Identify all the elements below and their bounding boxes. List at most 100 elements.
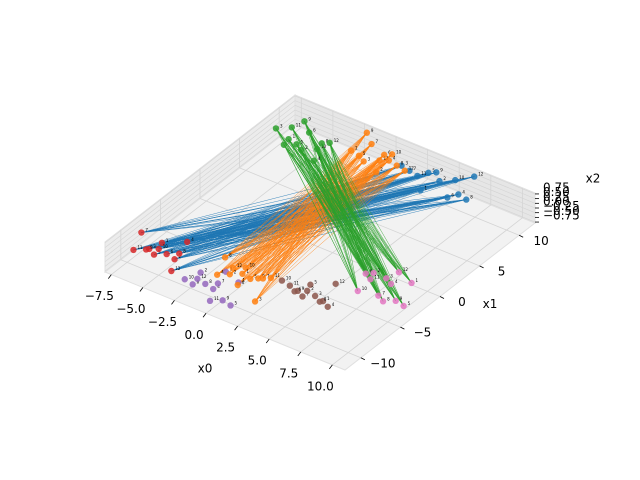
point-label: 9 — [150, 244, 153, 249]
point — [206, 297, 214, 305]
y-tick-label: −5 — [414, 326, 432, 340]
point-label: 2 — [305, 145, 308, 150]
point-label: 7 — [413, 166, 416, 171]
grid-line — [294, 123, 536, 223]
link-line — [316, 148, 359, 292]
point — [307, 281, 314, 288]
y-tick-label: 10 — [534, 234, 549, 248]
point-label: 11 — [296, 122, 302, 127]
labels: −7.5−5.0−2.5 0.0 2.5 5.0 7.5 10.0 −10 −5 0 5 10 −0.… — [85, 172, 601, 394]
grid-line — [104, 123, 296, 272]
link-line — [329, 142, 359, 292]
point-label: 1 — [355, 146, 358, 151]
link-line — [250, 132, 368, 280]
point — [433, 169, 440, 176]
tick-mark — [265, 338, 270, 344]
point — [213, 271, 221, 278]
point-label: 4 — [318, 156, 321, 161]
point — [313, 145, 321, 153]
point — [278, 277, 286, 284]
z-tick-label: 0.50 — [543, 185, 570, 199]
point — [194, 275, 201, 282]
point — [406, 167, 413, 174]
tick-mark — [360, 357, 366, 361]
point-label: 8 — [229, 252, 232, 257]
link-line — [258, 132, 368, 279]
point — [347, 147, 355, 154]
point — [229, 264, 237, 272]
point — [234, 281, 241, 289]
point — [142, 246, 150, 253]
point — [221, 254, 229, 261]
point-label: 10 — [163, 244, 169, 249]
y-tick-label: 5 — [498, 264, 506, 278]
link-line — [308, 132, 400, 273]
point — [452, 176, 459, 184]
link-line — [270, 161, 364, 279]
point-label: 7 — [145, 228, 148, 233]
point — [414, 172, 421, 180]
point-label: 11 — [137, 245, 143, 250]
grid-line — [294, 95, 536, 195]
point — [251, 298, 259, 305]
point — [395, 268, 403, 276]
point-label: 12 — [403, 267, 409, 272]
point-label: 8 — [209, 279, 212, 284]
grid-line — [104, 109, 296, 258]
point — [305, 129, 313, 136]
point — [168, 267, 175, 275]
x-axis-label: x0 — [198, 362, 213, 376]
point — [255, 275, 262, 282]
point — [181, 276, 188, 283]
grid-line — [199, 198, 441, 297]
point — [367, 276, 374, 283]
link-line — [216, 132, 368, 275]
point — [360, 158, 367, 165]
point-label: 2 — [311, 286, 314, 291]
point — [383, 275, 390, 282]
point — [293, 141, 300, 148]
point-label: 10 — [396, 149, 402, 154]
point-label: 3 — [280, 123, 283, 128]
tick-mark — [297, 351, 302, 357]
link-line — [296, 144, 359, 292]
link-line — [313, 160, 396, 301]
point — [370, 269, 377, 277]
point — [362, 270, 369, 277]
link-line — [270, 160, 390, 279]
point-label: 2 — [380, 167, 383, 172]
link-line — [291, 127, 412, 284]
point — [210, 285, 217, 293]
link-line — [304, 121, 400, 273]
link-line — [329, 142, 396, 301]
point-label: 1 — [424, 185, 427, 190]
link-line — [270, 154, 393, 279]
grid-line — [294, 114, 536, 213]
point-label: 2 — [378, 268, 381, 273]
x-tick-label: 2.5 — [216, 341, 235, 355]
link-line — [329, 142, 379, 296]
point-label: 9 — [227, 295, 230, 300]
point — [368, 140, 375, 148]
point-label: 11 — [374, 274, 380, 279]
link-line — [171, 194, 459, 272]
point — [316, 298, 324, 305]
x-tick-label: 5.0 — [248, 354, 267, 368]
link-line — [270, 170, 405, 279]
point — [455, 191, 462, 198]
point — [301, 118, 308, 125]
point — [288, 124, 295, 131]
point-label: 7 — [376, 139, 379, 144]
point — [285, 135, 292, 143]
point — [197, 269, 204, 276]
point — [202, 280, 209, 288]
link-line — [229, 132, 368, 275]
point — [401, 167, 408, 174]
tick-mark — [329, 364, 333, 370]
tick-mark — [171, 300, 175, 305]
point-label: 12 — [175, 266, 181, 271]
point — [242, 264, 249, 271]
point-label: 1 — [327, 296, 330, 301]
grid-line — [104, 95, 296, 244]
